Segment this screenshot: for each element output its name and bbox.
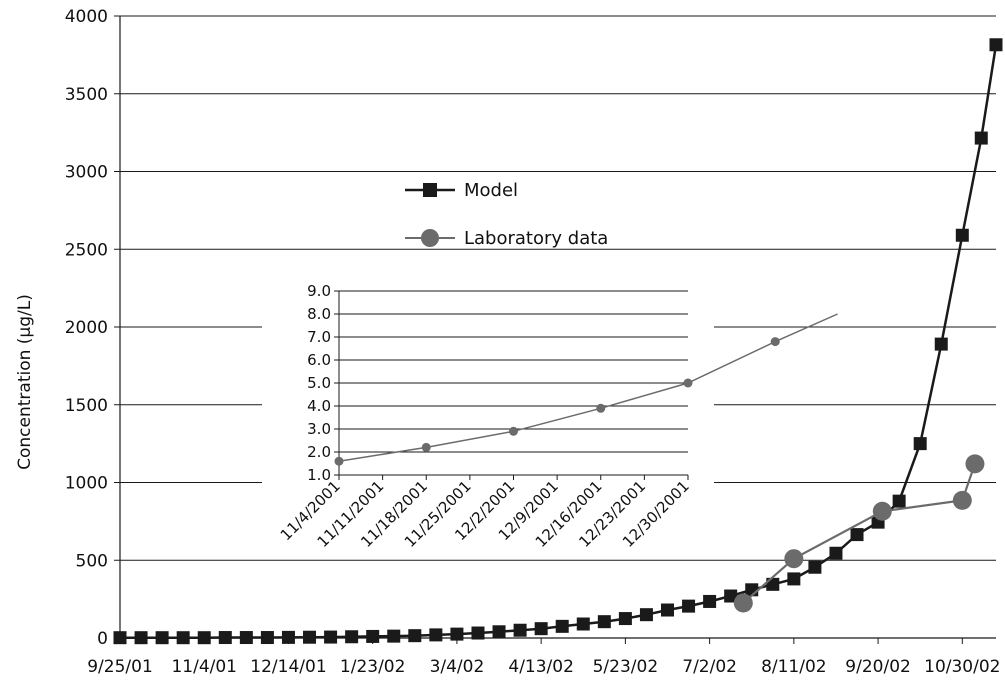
model-point	[955, 228, 969, 242]
model-point	[989, 38, 1003, 52]
x-tick-label: 10/30/02	[924, 657, 1000, 677]
lab-point	[733, 593, 753, 613]
legend: Model Laboratory data	[405, 180, 608, 249]
model-point	[281, 630, 295, 644]
model-point	[787, 572, 801, 586]
model-point	[176, 631, 190, 645]
y-tick-label: 1000	[65, 474, 108, 494]
y-axis-label: Concentration (µg/L)	[15, 294, 35, 470]
inset-background	[262, 270, 714, 510]
y-tick-label: 2500	[65, 240, 108, 260]
legend-model-label: Model	[464, 180, 518, 201]
lab-point	[872, 501, 892, 521]
model-point	[808, 560, 822, 574]
model-point	[534, 622, 548, 636]
inset-point	[334, 456, 344, 466]
lab-point	[965, 454, 985, 474]
model-point	[260, 631, 274, 645]
model-point	[850, 528, 864, 542]
main-series	[113, 38, 1003, 645]
y-tick-label: 1500	[65, 396, 108, 416]
x-tick-label: 7/2/02	[682, 657, 737, 677]
model-point	[829, 546, 843, 560]
model-point	[345, 630, 359, 644]
model-point	[913, 437, 927, 451]
main-axes: 0 500 1000 1500 2000 2500 3000 3500 4000 9/25/01 1…	[65, 7, 1001, 677]
x-tick-label: 1/23/02	[340, 657, 406, 677]
inset-y-tick-label: 3.0	[307, 420, 331, 438]
y-tick-label: 3000	[65, 163, 108, 183]
legend-lab-label: Laboratory data	[464, 228, 608, 249]
model-point	[366, 629, 380, 643]
model-point	[155, 631, 169, 645]
model-point	[113, 631, 127, 645]
model-point	[218, 631, 232, 645]
model-point	[429, 628, 443, 642]
x-tick-label: 3/4/02	[430, 657, 485, 677]
model-point	[639, 608, 653, 622]
inset-point	[596, 403, 606, 413]
inset-y-tick-label: 7.0	[307, 328, 331, 346]
y-tick-label: 0	[97, 629, 108, 649]
model-point	[324, 630, 338, 644]
lab-point	[784, 549, 804, 569]
model-point	[408, 629, 422, 643]
x-tick-label: 9/20/02	[845, 657, 911, 677]
inset-point	[509, 426, 518, 436]
model-point	[892, 494, 906, 508]
model-point	[703, 594, 717, 608]
lab-point	[952, 490, 972, 510]
model-point	[471, 626, 485, 640]
inset-point	[421, 442, 431, 452]
legend-model-marker	[423, 183, 437, 197]
inset-y-tick-label: 4.0	[307, 397, 331, 415]
model-point	[576, 617, 590, 631]
inset-y-tick-label: 2.0	[307, 443, 331, 461]
inset-point	[683, 378, 693, 388]
y-tick-label: 2000	[65, 318, 108, 338]
model-point	[597, 615, 611, 629]
model-point	[239, 631, 253, 645]
inset-y-tick-label: 8.0	[307, 305, 331, 323]
model-point	[513, 623, 527, 637]
model-point	[387, 629, 401, 643]
y-tick-label: 3500	[65, 85, 108, 105]
model-point	[134, 631, 148, 645]
model-point	[197, 631, 211, 645]
model-point	[303, 630, 317, 644]
model-point	[618, 612, 632, 626]
x-tick-label: 5/23/02	[593, 657, 659, 677]
model-point	[724, 589, 738, 603]
model-point	[450, 627, 464, 641]
model-point	[682, 599, 696, 613]
inset-point	[770, 337, 780, 347]
inset-y-tick-label: 5.0	[307, 374, 331, 392]
inset-y-tick-label: 1.0	[307, 466, 331, 484]
x-tick-label: 11/4/01	[171, 657, 237, 677]
x-tick-label: 8/11/02	[761, 657, 827, 677]
x-tick-label: 12/14/01	[250, 657, 326, 677]
inset-y-tick-label: 6.0	[307, 351, 331, 369]
inset-y-tick-label: 9.0	[307, 282, 331, 300]
y-tick-label: 4000	[65, 7, 108, 27]
x-tick-label: 9/25/01	[87, 657, 153, 677]
model-point	[661, 603, 674, 617]
y-tick-label: 500	[76, 551, 108, 571]
legend-lab-marker	[421, 229, 439, 247]
model-point	[492, 625, 506, 639]
model-point	[555, 619, 569, 633]
model-point	[974, 131, 988, 145]
model-point	[934, 337, 948, 351]
x-tick-label: 4/13/02	[508, 657, 574, 677]
